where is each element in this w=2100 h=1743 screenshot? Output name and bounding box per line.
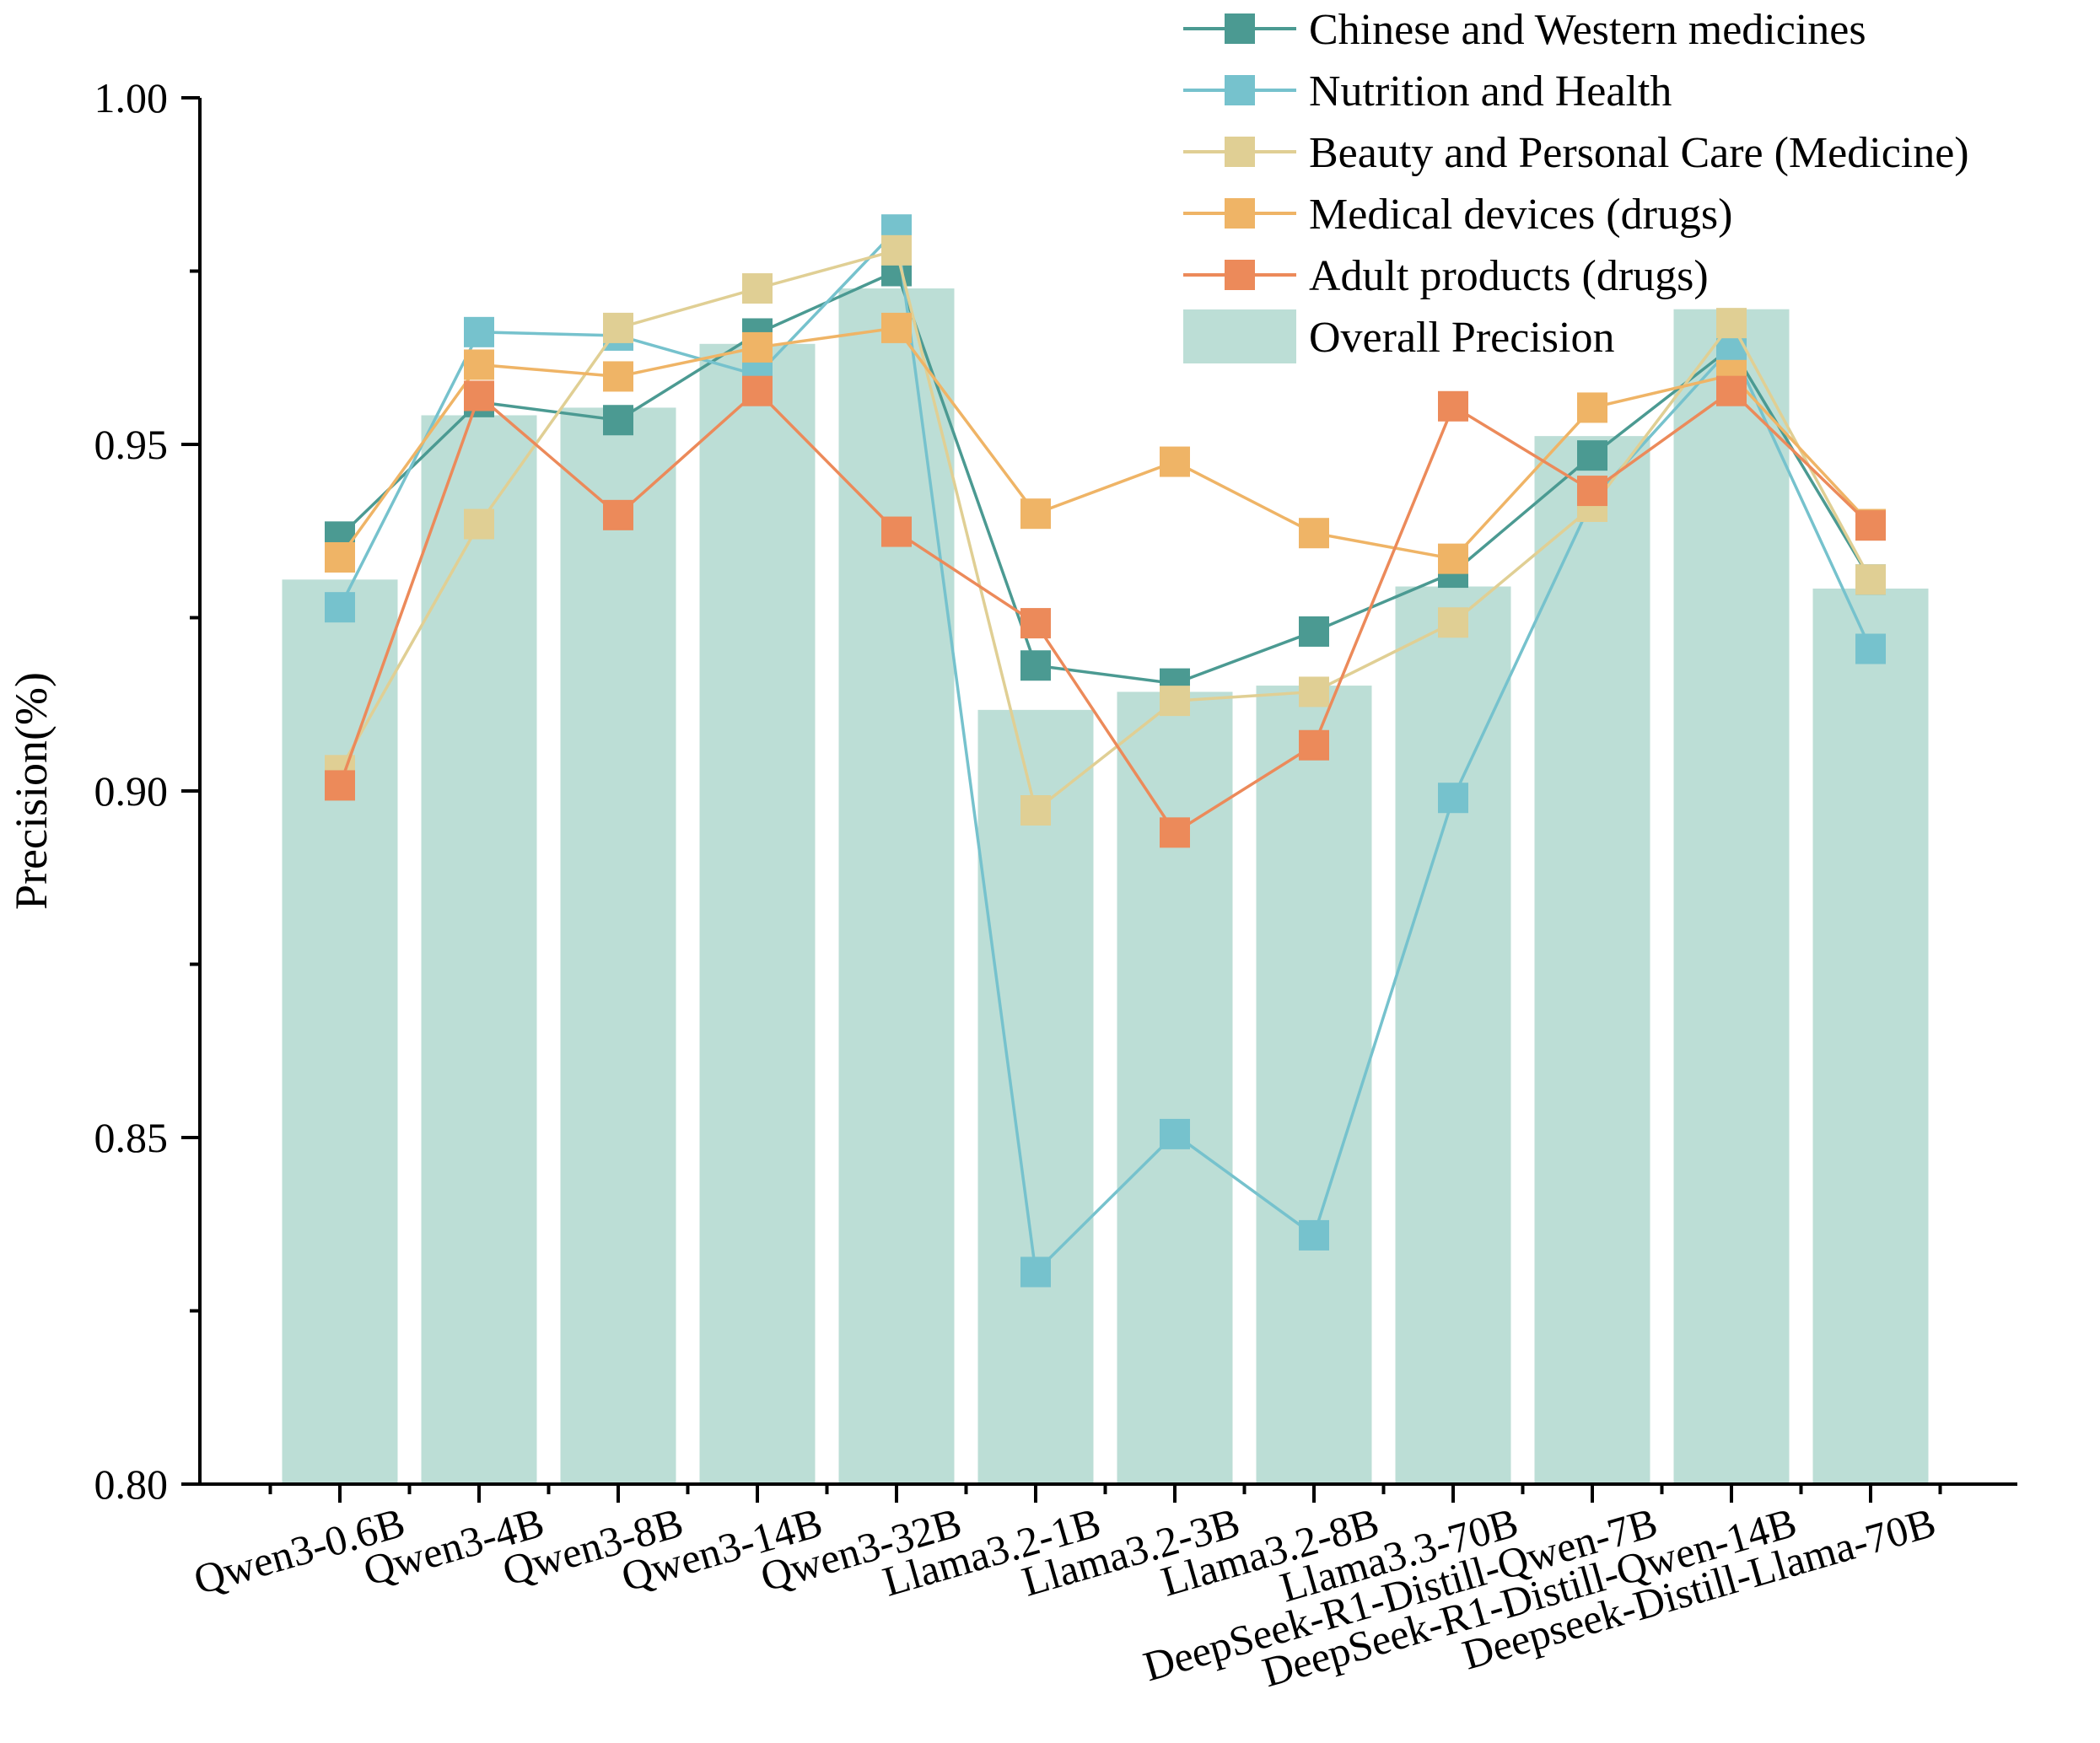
bar-10 [1534,436,1650,1484]
series-line-4 [338,326,1872,561]
series-3-point-3 [603,312,633,343]
y-tick-label: 0.95 [94,421,169,468]
series-5-point-8 [1299,729,1329,761]
legend-item-4: Medical devices (drugs) [1183,191,1732,239]
legend-marker [1225,260,1255,290]
legend-item-1: Chinese and Western medicines [1183,6,1866,54]
series-3-point-9 [1438,607,1468,638]
bar-12 [1812,588,1929,1484]
legend-bar-swatch [1183,309,1296,363]
series-5-point-10 [1577,476,1607,507]
series-3-point-7 [1160,686,1190,717]
legend: Chinese and Western medicines Nutrition a… [1183,6,1969,363]
series-2-point-9 [1438,783,1468,814]
bars-layer [282,288,1929,1485]
series-3-point-6 [1020,795,1051,826]
x-ticks: Qwen3-0.6BQwen3-4BQwen3-8BQwen3-14BQwen3… [189,1484,1942,1696]
series-4-point-6 [1020,498,1051,530]
series-4-point-5 [881,312,912,343]
series-5-point-12 [1855,510,1886,541]
series-4-point-1 [325,541,355,573]
series-3-point-5 [881,234,912,266]
series-5-point-6 [1020,608,1051,639]
series-4-point-8 [1299,518,1329,549]
series-5-point-5 [881,516,912,547]
series-3-point-2 [464,508,494,540]
series-4-point-9 [1438,543,1468,574]
series-5-point-11 [1716,375,1747,406]
legend-label: Adult products (drugs) [1309,252,1709,300]
legend-item-5: Adult products (drugs) [1183,252,1709,300]
series-2-point-8 [1299,1219,1329,1251]
series-2-point-7 [1160,1118,1190,1149]
bar-4 [699,343,816,1484]
series-line-1 [338,269,1872,686]
series-1-point-8 [1299,616,1329,647]
legend-marker [1225,13,1255,44]
series-5 [325,375,1886,848]
series-4-point-3 [603,361,633,392]
series-5-point-9 [1438,390,1468,422]
series-3-point-8 [1299,676,1329,707]
bar-5 [838,288,955,1484]
series-4-point-10 [1577,392,1607,423]
y-axis-title: Precision(%) [6,672,57,910]
series-4-point-2 [464,349,494,380]
bar-2 [421,415,537,1484]
series-4 [325,312,1886,574]
series-1-point-10 [1577,440,1607,471]
bar-6 [977,709,1094,1484]
series-3-point-12 [1855,564,1886,595]
legend-label: Medical devices (drugs) [1309,191,1732,239]
series-4-point-4 [742,331,773,363]
series-2-point-2 [464,316,494,347]
series-2-point-6 [1020,1256,1051,1288]
legend-label: Chinese and Western medicines [1309,6,1866,54]
y-tick-label: 0.80 [94,1461,169,1508]
bar-11 [1673,309,1790,1485]
y-ticks: 0.80 0.85 0.90 0.95 1.00 [94,74,200,1508]
y-tick-label: 0.85 [94,1114,169,1161]
legend-marker [1225,75,1255,105]
legend-marker [1225,198,1255,229]
bar-1 [282,579,398,1484]
series-3 [325,234,1886,826]
series-1 [325,256,1886,699]
series-5-point-3 [603,499,633,530]
series-3-point-4 [742,273,773,304]
series-5-point-7 [1160,817,1190,848]
series-line-3 [338,248,1872,814]
series-5-point-1 [325,770,355,801]
series-1-point-6 [1020,650,1051,681]
legend-marker [1225,137,1255,167]
bar-9 [1395,586,1511,1484]
legend-item-bars: Overall Precision [1183,309,1614,363]
series-5-point-4 [742,375,773,406]
lines-layer [325,214,1886,1288]
legend-label: Overall Precision [1309,314,1614,362]
legend-label: Beauty and Personal Care (Medicine) [1309,129,1969,177]
bar-8 [1256,686,1372,1484]
series-2-point-12 [1855,633,1886,664]
series-4-point-7 [1160,446,1190,477]
bar-3 [560,407,676,1485]
series-2-point-1 [325,592,355,623]
y-tick-label: 0.90 [94,767,169,815]
legend-item-3: Beauty and Personal Care (Medicine) [1183,129,1969,177]
series-1-point-3 [603,405,633,436]
legend-item-2: Nutrition and Health [1183,67,1672,116]
series-3-point-11 [1716,308,1747,339]
series-5-point-2 [464,380,494,412]
bar-7 [1117,691,1233,1484]
legend-label: Nutrition and Health [1309,67,1672,116]
series-line-5 [338,389,1872,835]
series-2 [325,214,1886,1288]
y-tick-label: 1.00 [94,74,169,121]
